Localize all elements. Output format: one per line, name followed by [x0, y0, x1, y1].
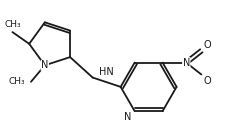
Text: CH₃: CH₃ — [4, 20, 21, 29]
Text: N: N — [41, 60, 48, 70]
Text: O: O — [203, 76, 210, 86]
Text: N: N — [182, 58, 189, 68]
Text: O: O — [203, 40, 210, 50]
Text: HN: HN — [99, 67, 114, 77]
Text: CH₃: CH₃ — [9, 77, 25, 86]
Text: N: N — [123, 112, 131, 122]
